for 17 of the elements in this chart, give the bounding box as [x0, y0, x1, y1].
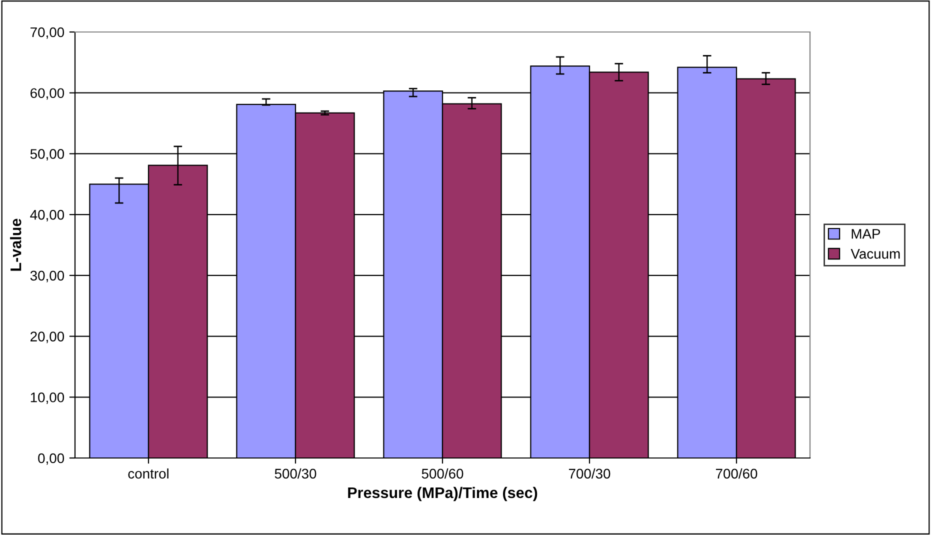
- x-tick-label: 500/30: [274, 468, 316, 479]
- y-tick-label: 50,00: [30, 149, 64, 161]
- x-tick-label: 500/60: [422, 468, 464, 479]
- y-tick-label: 30,00: [30, 270, 64, 282]
- y-axis-title: L-value: [10, 218, 22, 271]
- y-tick-label: 70,00: [30, 27, 64, 39]
- y-tick-label: 40,00: [30, 210, 64, 222]
- x-tick-label: 700/60: [716, 468, 758, 479]
- legend-label: Vacuum: [850, 249, 900, 259]
- x-tick-label: control: [128, 468, 168, 479]
- x-axis-title: Pressure (MPa)/Time (sec): [348, 486, 538, 502]
- y-tick-label: 0,00: [38, 453, 64, 465]
- y-tick-label: 60,00: [30, 88, 64, 100]
- legend-label: MAP: [852, 229, 880, 239]
- y-tick-label: 20,00: [30, 332, 64, 344]
- y-tick-label: 10,00: [30, 392, 64, 404]
- x-tick-label: 700/30: [568, 468, 610, 479]
